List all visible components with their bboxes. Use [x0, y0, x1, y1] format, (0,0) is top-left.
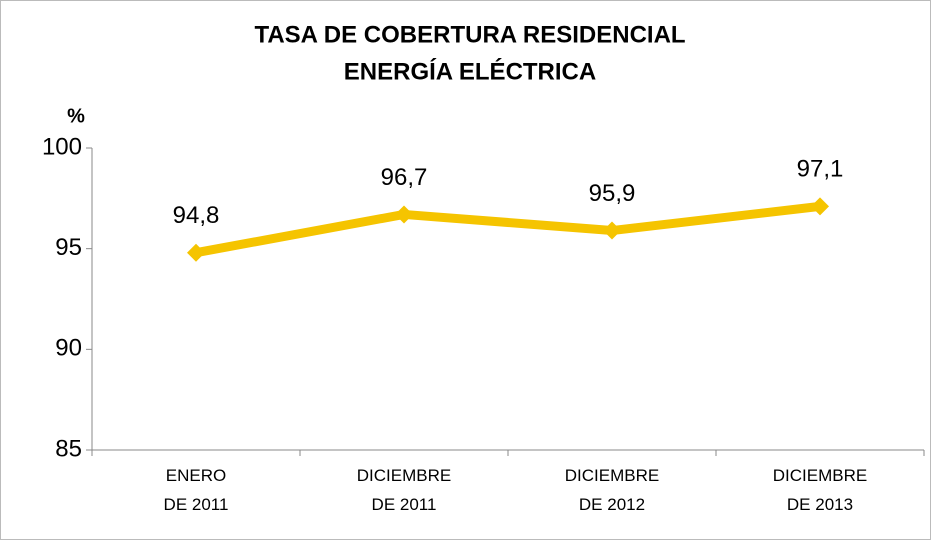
- x-tick-label: DICIEMBRE DE 2013: [773, 466, 867, 514]
- data-label: 96,7: [381, 164, 428, 191]
- data-point: [811, 197, 829, 216]
- chart-subtitle: ENERGÍA ELÉCTRICA: [344, 57, 596, 85]
- data-point: [187, 243, 205, 262]
- y-tick-label: 85: [55, 435, 82, 462]
- y-tick-label: 95: [55, 234, 82, 261]
- data-label: 97,1: [797, 156, 844, 183]
- x-tick-label: DICIEMBRE DE 2012: [565, 466, 659, 514]
- data-point: [395, 205, 413, 224]
- data-label: 95,9: [589, 180, 636, 207]
- x-tick-label: ENERO DE 2011: [164, 466, 229, 514]
- data-line: [195, 201, 821, 258]
- chart-title: TASA DE COBERTURA RESIDENCIAL: [254, 21, 685, 48]
- y-axis-label: %: [67, 105, 85, 127]
- data-point: [603, 221, 621, 240]
- y-tick-label: 100: [42, 133, 82, 160]
- y-tick-label: 90: [55, 335, 82, 362]
- x-tick-label: DICIEMBRE DE 2011: [357, 466, 451, 514]
- data-label: 94,8: [173, 202, 220, 229]
